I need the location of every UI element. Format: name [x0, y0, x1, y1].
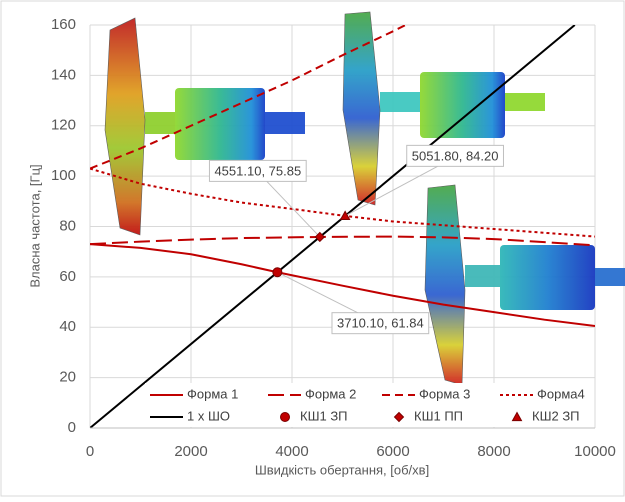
x-tick-label: 0 — [86, 443, 94, 460]
x-axis-title: Швидкість обертання, [об/хв] — [255, 462, 429, 477]
legend-label: КШ1 ПП — [414, 408, 463, 423]
rotor-shaft — [380, 92, 420, 112]
legend-label: КШ2 ЗП — [532, 408, 580, 423]
rotor-shaft — [265, 112, 305, 134]
rotor-shaft — [145, 112, 175, 134]
data-label: 4551.10, 75.85 — [214, 163, 301, 178]
page: Швидкість обертання, [об/хв] Власна част… — [0, 0, 625, 502]
x-tick-label: 8000 — [477, 443, 510, 460]
data-label: 3710.10, 61.84 — [337, 316, 424, 331]
legend-label: Форма 3 — [419, 386, 470, 401]
legend-label: Форма 2 — [305, 386, 356, 401]
rotor-body — [420, 72, 505, 138]
rotor-shaft — [595, 268, 625, 286]
y-tick-label: 160 — [51, 16, 76, 33]
data-label: 5051.80, 84.20 — [412, 148, 499, 163]
x-tick-label: 4000 — [275, 443, 308, 460]
y-tick-label: 20 — [59, 369, 76, 386]
y-tick-label: 140 — [51, 66, 76, 83]
y-axis-title: Власна частота, [Гц] — [27, 164, 42, 287]
legend-label: КШ1 ЗП — [300, 408, 348, 423]
x-tick-label: 6000 — [376, 443, 409, 460]
y-tick-label: 120 — [51, 117, 76, 134]
y-tick-label: 0 — [68, 419, 76, 436]
y-tick-label: 100 — [51, 167, 76, 184]
legend-label: Форма 1 — [187, 386, 238, 401]
x-tick-label: 10000 — [574, 443, 616, 460]
chart: Швидкість обертання, [об/хв] Власна част… — [0, 0, 625, 497]
y-tick-label: 60 — [59, 268, 76, 285]
legend-marker — [281, 413, 290, 422]
rotor-shaft — [465, 265, 505, 287]
data-point — [273, 268, 282, 277]
y-tick-label: 80 — [59, 217, 76, 234]
x-tick-label: 2000 — [174, 443, 207, 460]
rotor-shaft — [505, 93, 545, 111]
legend-label: 1 x ШО — [187, 408, 230, 423]
legend-label: Форма4 — [537, 386, 585, 401]
rotor-body — [500, 245, 595, 310]
y-tick-label: 40 — [59, 318, 76, 335]
